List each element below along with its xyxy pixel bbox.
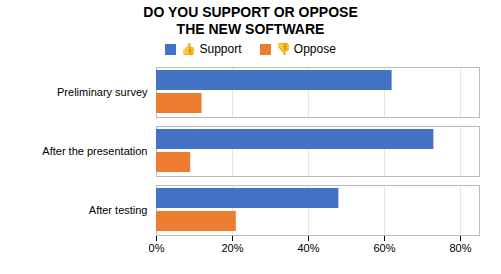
svg-text:Preliminary survey: Preliminary survey [57,86,148,98]
svg-text:After testing: After testing [89,204,148,216]
svg-text:After the presentation: After the presentation [42,145,147,157]
svg-text:40%: 40% [297,242,319,254]
html-text:DO YOU SUPPORT OR OPPOSE THE N: DO YOU SUPPORT OR OPPOSE THE NEW SOFTWAR… [143,4,358,37]
svg-text:80%: 80% [449,242,471,254]
svg-text:0%: 0% [149,242,165,254]
svg-text:60%: 60% [373,242,395,254]
html-text:👍 Support: 👍 Support [181,42,242,56]
html-text:👎 Oppose: 👎 Oppose [275,42,336,56]
svg-text:20%: 20% [221,242,243,254]
